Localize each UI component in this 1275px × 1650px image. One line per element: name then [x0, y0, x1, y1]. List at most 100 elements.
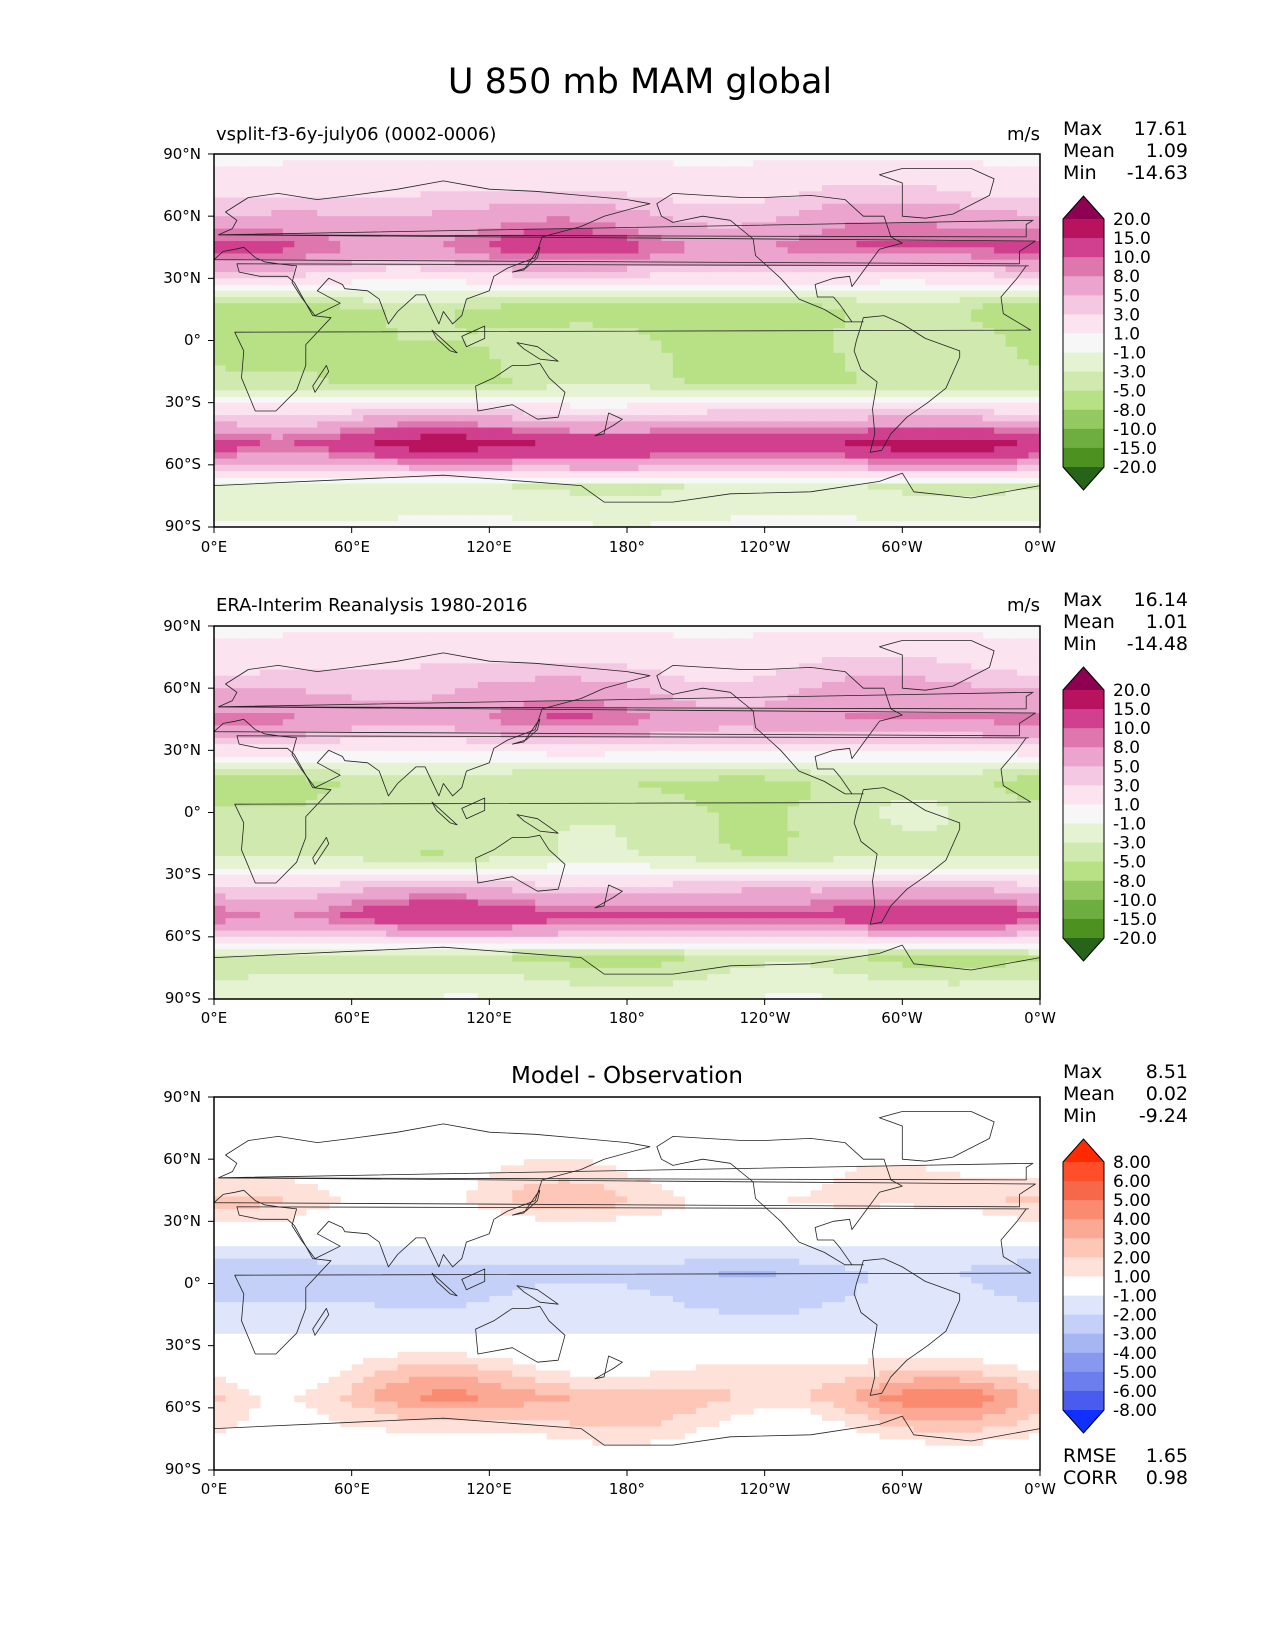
colorbar-level-label: -8.0 [1113, 872, 1146, 892]
colorbar-level-label: -5.0 [1113, 382, 1146, 402]
colorbar-level-label: 10.0 [1113, 719, 1151, 739]
stats-block: Max 17.61 Mean 1.09 Min -14.63 [1063, 118, 1188, 184]
colorbar-level-label: -2.00 [1113, 1306, 1157, 1326]
y-tick-label: 30°N [163, 741, 201, 759]
x-axis: 0°E 60°E 120°E 180° 120°W 60°W 0°W [201, 1009, 1056, 1027]
figure-title: U 850 mb MAM global [448, 62, 832, 102]
y-tick-label: 30°S [165, 393, 201, 411]
stat-mean-label: Mean [1063, 140, 1115, 162]
stat-min-value: -14.63 [1127, 162, 1188, 184]
colorbar-level-label: 1.00 [1113, 1268, 1151, 1288]
y-tick-label: 90°S [165, 517, 201, 535]
map-field-observation [214, 626, 1040, 999]
y-tick-label: 60°S [165, 1398, 201, 1416]
panel-model: vsplit-f3-6y-july06 (0002-0006) m/s Max … [163, 118, 1188, 556]
stats-block: Max 16.14 Mean 1.01 Min -14.48 [1063, 589, 1188, 655]
colorbar-level-label: 1.0 [1113, 796, 1140, 816]
colorbar-level-label: 8.0 [1113, 267, 1140, 287]
colorbar-level-label: -15.0 [1113, 910, 1157, 930]
colorbar-level-label: -5.00 [1113, 1363, 1157, 1383]
colorbar-level-label: -10.0 [1113, 420, 1157, 440]
y-tick-label: 60°N [163, 1150, 201, 1168]
y-tick-label: 0° [184, 803, 201, 821]
tick-marks [208, 153, 1041, 533]
stat-mean-label: Mean [1063, 1083, 1115, 1105]
colorbar-level-label: -1.00 [1113, 1287, 1157, 1307]
stat-max-label: Max [1063, 1061, 1102, 1083]
stat-min-label: Min [1063, 1105, 1097, 1127]
stat-mean-value: 1.01 [1146, 611, 1188, 633]
panel-title: Model - Observation [511, 1063, 743, 1089]
panel-title: ERA-Interim Reanalysis 1980-2016 [216, 595, 528, 616]
x-tick-label: 120°E [466, 1009, 512, 1027]
x-tick-label: 120°W [740, 1009, 791, 1027]
panel-title: vsplit-f3-6y-july06 (0002-0006) [216, 124, 496, 145]
colorbar-level-label: 6.00 [1113, 1172, 1151, 1192]
skill-scores: RMSE 1.65 CORR 0.98 [1063, 1445, 1188, 1489]
colorbar-level-label: -5.0 [1113, 853, 1146, 873]
colorbar-level-label: 1.0 [1113, 325, 1140, 345]
y-tick-label: 90°S [165, 989, 201, 1007]
x-tick-label: 120°W [740, 1480, 791, 1498]
stat-mean-value: 0.02 [1146, 1083, 1188, 1105]
colorbar-level-label: -3.0 [1113, 363, 1146, 383]
y-axis: 90°N 60°N 30°N 0° 30°S 60°S 90°S [163, 145, 201, 535]
stat-mean-value: 1.09 [1146, 140, 1188, 162]
colorbar-level-label: -1.0 [1113, 815, 1146, 835]
units-label: m/s [1007, 124, 1040, 145]
coastline-layer [214, 640, 1040, 999]
y-axis: 90°N 60°N 30°N 0° 30°S 60°S 90°S [163, 617, 201, 1007]
x-axis: 0°E 60°E 120°E 180° 120°W 60°W 0°W [201, 1480, 1056, 1498]
colorbar-level-label: -4.00 [1113, 1344, 1157, 1364]
colorbar-level-label: -20.0 [1113, 929, 1157, 949]
colorbar-level-label: -8.0 [1113, 401, 1146, 421]
x-tick-label: 0°E [201, 1480, 228, 1498]
x-tick-label: 60°W [881, 538, 923, 556]
y-tick-label: 0° [184, 331, 201, 349]
colorbar-level-label: -1.0 [1113, 344, 1146, 364]
coastline-layer [214, 168, 1040, 527]
x-tick-label: 60°E [334, 538, 370, 556]
tick-marks [208, 625, 1041, 1005]
colorbar: 20.015.010.08.05.03.01.0-1.0-3.0-5.0-8.0… [1062, 195, 1157, 491]
colorbar-level-label: -6.00 [1113, 1382, 1157, 1402]
x-tick-label: 120°E [466, 538, 512, 556]
colorbar-level-label: 20.0 [1113, 210, 1151, 230]
colorbar: 8.006.005.004.003.002.001.00-1.00-2.00-3… [1062, 1138, 1157, 1434]
stat-max-value: 16.14 [1134, 589, 1188, 611]
y-tick-label: 30°S [165, 1336, 201, 1354]
x-tick-label: 60°W [881, 1009, 923, 1027]
y-tick-label: 90°N [163, 145, 201, 163]
colorbar-level-label: -20.0 [1113, 458, 1157, 478]
colorbar-level-label: 3.0 [1113, 305, 1140, 325]
stat-max-value: 8.51 [1146, 1061, 1188, 1083]
x-tick-label: 0°E [201, 1009, 228, 1027]
y-tick-label: 90°N [163, 1088, 201, 1106]
stat-min-label: Min [1063, 162, 1097, 184]
colorbar-level-label: 3.0 [1113, 776, 1140, 796]
colorbar-level-label: 5.00 [1113, 1191, 1151, 1211]
colorbar-level-label: 5.0 [1113, 286, 1140, 306]
x-tick-label: 0°E [201, 538, 228, 556]
x-tick-label: 120°W [740, 538, 791, 556]
stat-min-value: -14.48 [1127, 633, 1188, 655]
stat-max-value: 17.61 [1134, 118, 1188, 140]
corr-value: 0.98 [1146, 1467, 1188, 1489]
stat-min-value: -9.24 [1139, 1105, 1188, 1127]
y-tick-label: 90°S [165, 1460, 201, 1478]
colorbar-level-label: -10.0 [1113, 891, 1157, 911]
colorbar-level-label: 8.00 [1113, 1153, 1151, 1173]
stat-mean-label: Mean [1063, 611, 1115, 633]
colorbar: 20.015.010.08.05.03.01.0-1.0-3.0-5.0-8.0… [1062, 666, 1157, 962]
y-tick-label: 30°N [163, 269, 201, 287]
stat-min-label: Min [1063, 633, 1097, 655]
colorbar-level-label: -8.00 [1113, 1401, 1157, 1421]
y-tick-label: 30°S [165, 865, 201, 883]
colorbar-level-label: 10.0 [1113, 248, 1151, 268]
x-tick-label: 60°E [334, 1480, 370, 1498]
rmse-value: 1.65 [1146, 1445, 1188, 1467]
colorbar-level-label: 15.0 [1113, 700, 1151, 720]
x-tick-label: 60°W [881, 1480, 923, 1498]
y-tick-label: 60°N [163, 207, 201, 225]
